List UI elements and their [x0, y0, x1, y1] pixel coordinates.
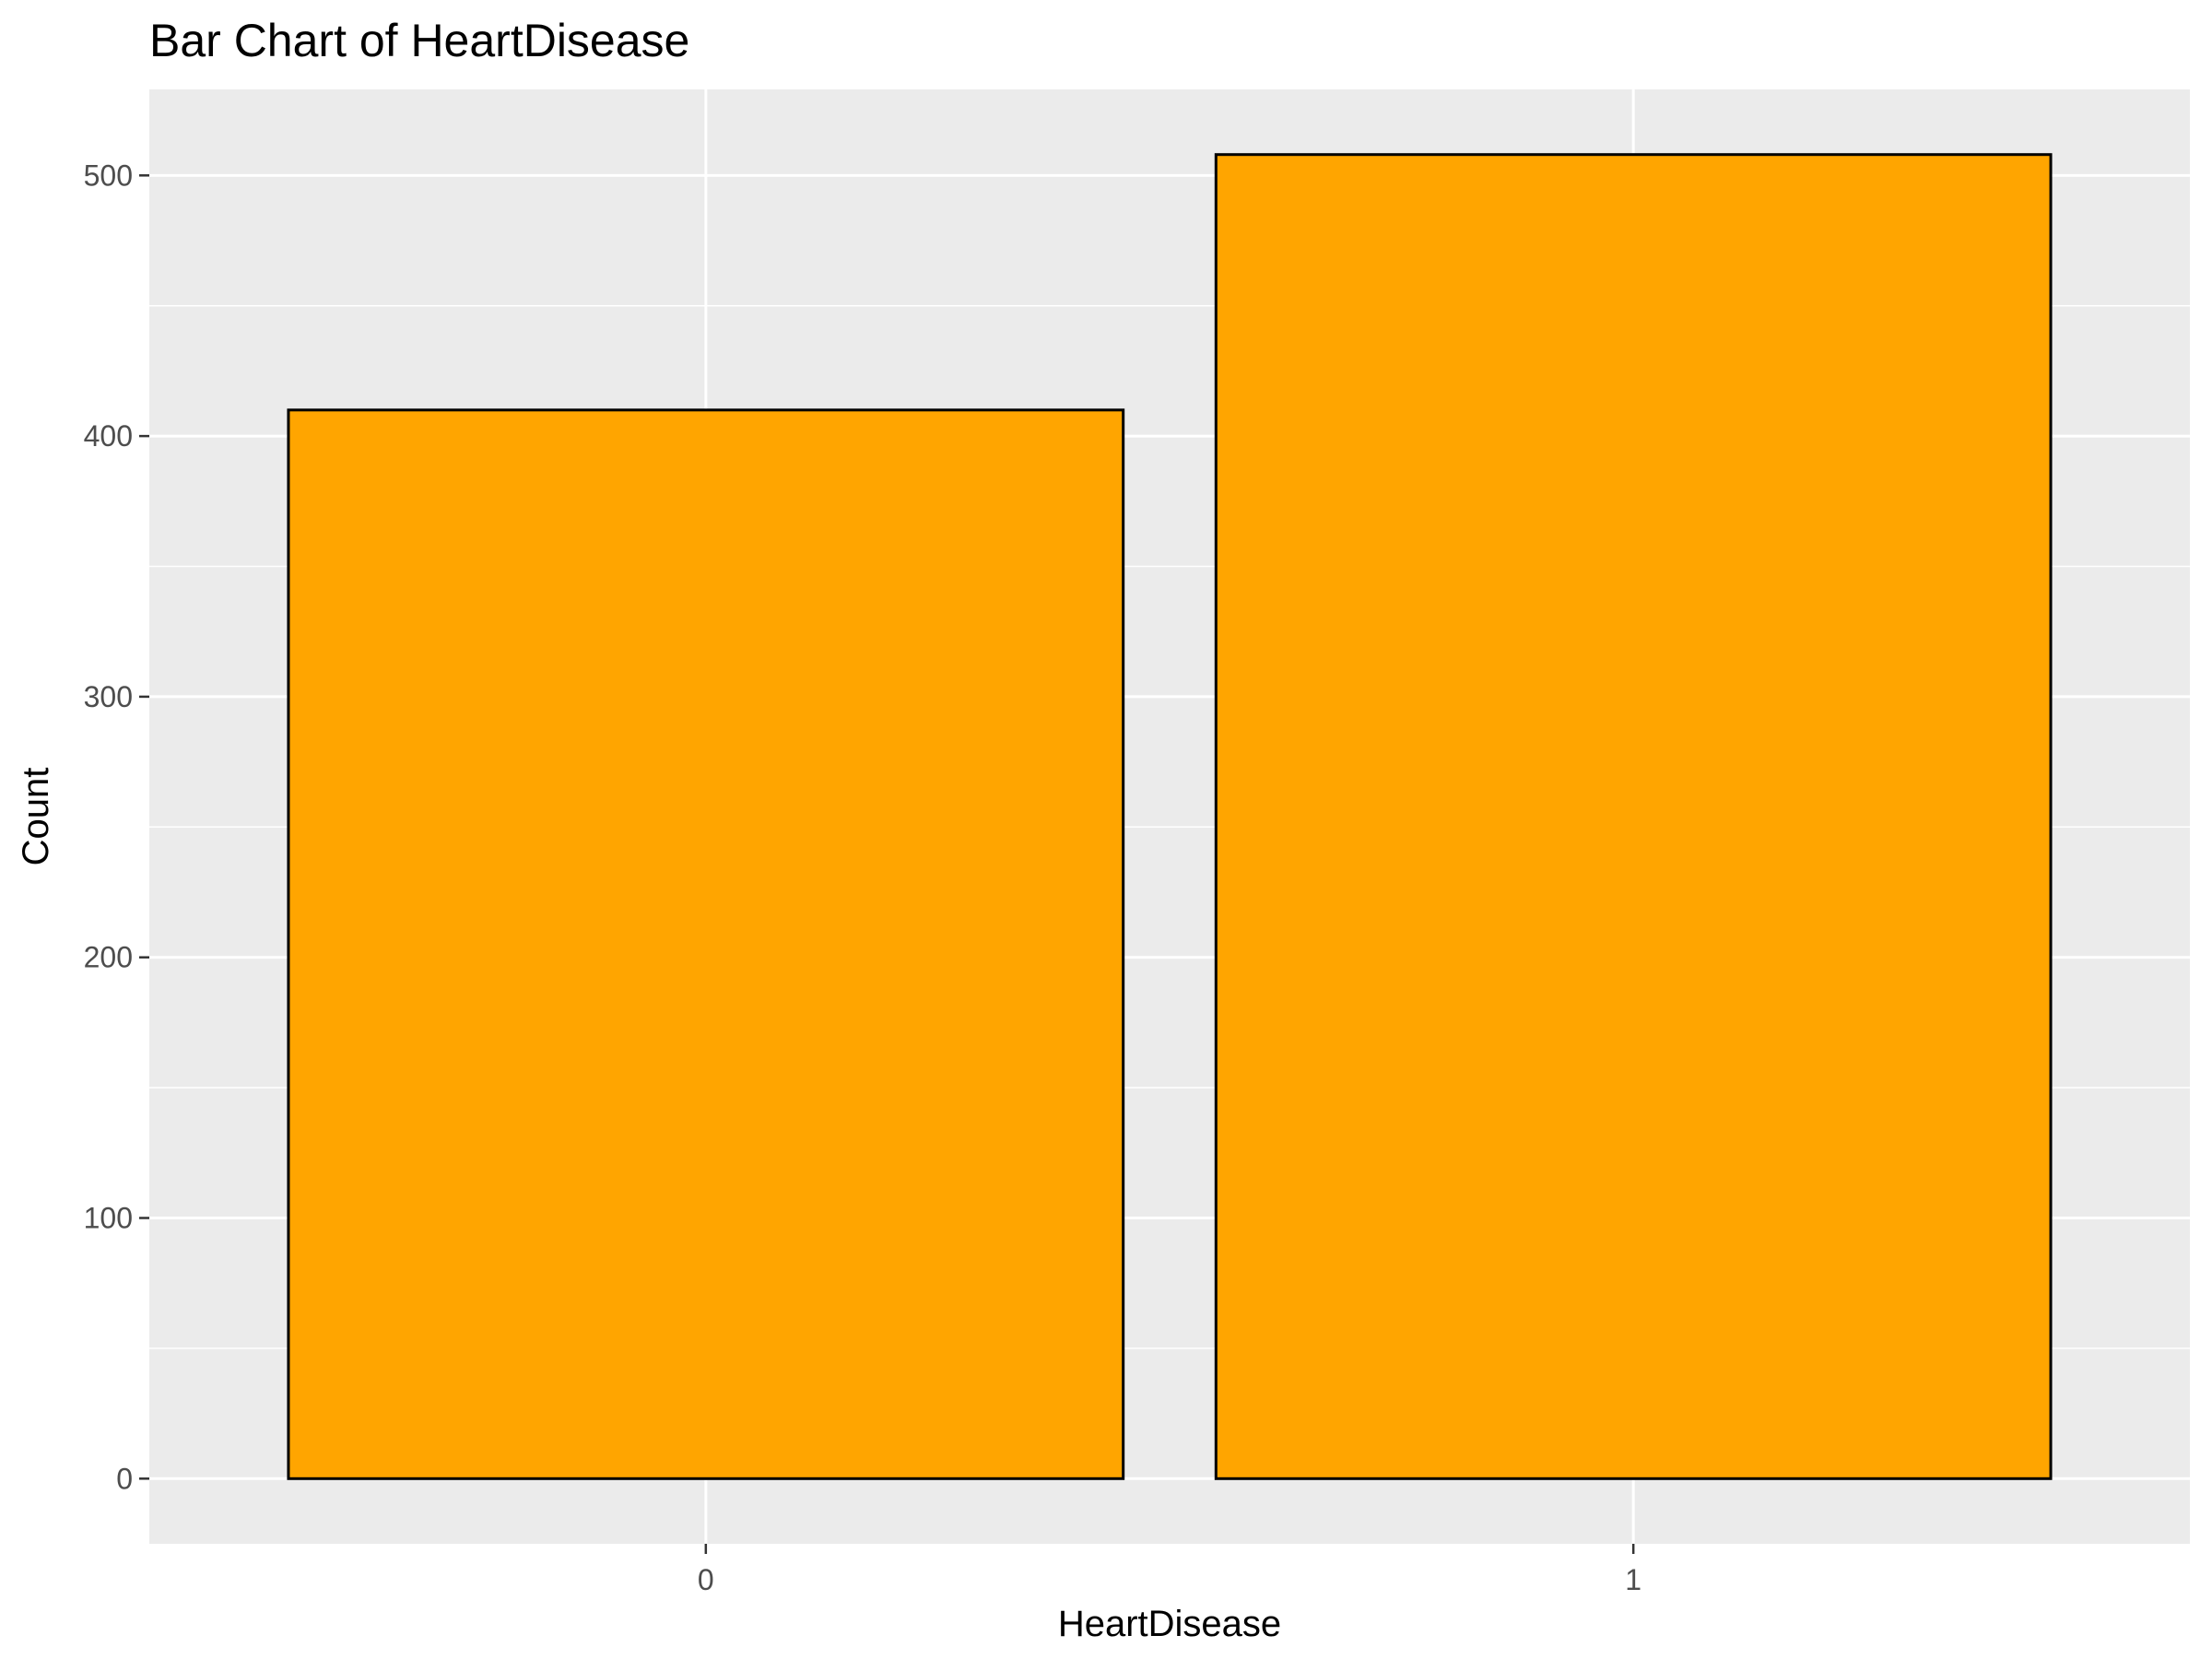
x-tick-label: 0	[698, 1563, 714, 1596]
bar-1	[1214, 153, 2053, 1480]
bars	[287, 153, 2053, 1480]
y-tick-label: 400	[84, 419, 133, 453]
x-axis-title: HeartDisease	[1058, 1604, 1281, 1644]
y-tick-label: 500	[84, 159, 133, 192]
y-tick-label: 100	[84, 1202, 133, 1235]
y-tick-label: 300	[84, 680, 133, 713]
y-axis: 0 100 200 300 400 500	[84, 159, 149, 1495]
y-tick-label: 200	[84, 941, 133, 974]
y-axis-title: Count	[16, 768, 56, 866]
bar-0	[287, 408, 1125, 1480]
y-tick-label: 0	[116, 1462, 133, 1495]
chart-title: Bar Chart of HeartDisease	[149, 15, 689, 66]
x-tick-label: 1	[1625, 1563, 1641, 1596]
